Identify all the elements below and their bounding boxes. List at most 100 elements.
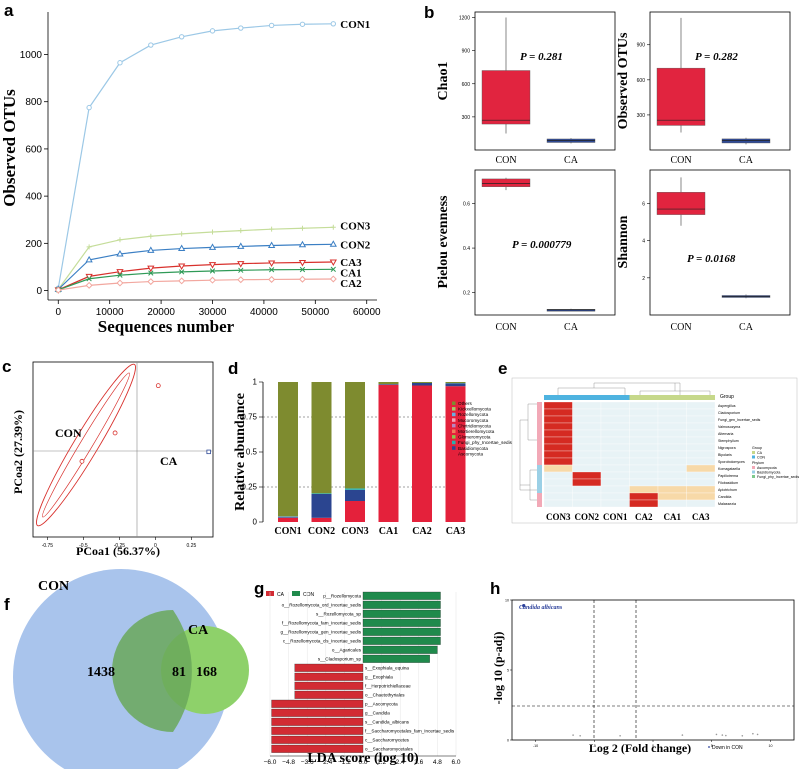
e-row-label: Malassezia (718, 502, 736, 506)
a-point-CA3 (237, 261, 245, 268)
e-cell-Candida-CON3 (543, 492, 573, 501)
e-cell-Stemphylium-CON3 (543, 436, 573, 445)
a-series-line-CA1 (58, 268, 334, 291)
e-legend-phylum: Basidiomycota (757, 471, 780, 475)
h-point (756, 733, 759, 736)
e-cell-Candida-CA1 (657, 492, 687, 501)
d-category-label: CON2 (308, 526, 335, 537)
g-bar-label: o__Chaetothyriales (365, 693, 405, 698)
g-bar-label: s__Exophiala_equina (365, 666, 409, 671)
b-ytick-label: 0.4 (463, 246, 470, 252)
d-bar-CON2-Fungi_phy_Incertae_sedis (311, 493, 332, 494)
e-column-label: CA3 (692, 512, 710, 522)
d-ytick-label: 0 (253, 518, 258, 527)
b-ytick-label: 2 (642, 276, 645, 282)
a-point-CA3 (329, 259, 337, 267)
d-category-label: CON1 (274, 526, 301, 537)
e-cell-Papiliotrema-CA1 (657, 471, 687, 480)
e-cell-Filobasidium-CA2 (629, 478, 659, 487)
b-cat-ca-2: CA (739, 155, 754, 166)
c-point-ca (206, 449, 211, 455)
e-row-dendrogram (519, 403, 540, 501)
d-bar-CON3-Basidiomycota (345, 489, 365, 501)
g-bar-g__Rozellomycota_gen_Incertae_sedis (362, 627, 441, 636)
e-cell-Stemphylium-CA2 (629, 436, 659, 445)
d-legend-swatch (452, 440, 456, 445)
e-cell-Sporobolomyces-CA1 (657, 457, 687, 466)
g-bar-label: f__Saccharomycetales_fam_Incertae_sedis (365, 729, 455, 734)
d-bar-CA2-Others (412, 382, 432, 383)
h-point (721, 734, 724, 736)
a-point-CON3 (269, 226, 275, 232)
e-cell-Candida-CA3 (686, 492, 716, 501)
e-cell-Malassezia-CA3 (686, 499, 716, 508)
g-bar-label: f__Herpotrichiellaceae (365, 684, 411, 689)
d-bar-CON1-Basidiomycota (278, 517, 298, 518)
e-cell-Malassezia-CON1 (600, 499, 630, 508)
e-phylum-cell (537, 416, 542, 423)
d-bar-CON3-Fungi_phy_Incertae_sedis (345, 488, 365, 490)
e-cell-Papiliotrema-CA2 (629, 471, 659, 480)
d-ytick-label: 0.25 (241, 483, 257, 492)
b-box-CON (656, 192, 706, 215)
g-bar-label: g__Exophiala (365, 675, 393, 680)
panel-label-a: a (4, 1, 14, 20)
g-legend-swatch-con (292, 591, 300, 596)
b-pvalue-shannon: P = 0.0168 (687, 253, 736, 265)
e-cell-Aspergillus-CON1 (600, 401, 630, 410)
e-cell-Alternaria-CA1 (657, 429, 687, 438)
e-cell-Komagataella-CA1 (657, 464, 687, 473)
g-bar-f__Herpotrichiellaceae (294, 681, 364, 690)
e-col-dendrogram (557, 382, 711, 396)
e-cell-Bipolaris-CA2 (629, 450, 659, 459)
e-cell-Alternaria-CA2 (629, 429, 659, 438)
h-highlight-label: Candida albicans (519, 605, 563, 611)
a-point-CON1 (148, 42, 154, 48)
c-xlabel: PCoa1 (56.37%) (76, 544, 160, 558)
e-group-cell-CON2 (572, 395, 601, 400)
g-bar-s__Candida_albicans (271, 717, 364, 726)
h-point (715, 733, 718, 736)
b-ylabel-shannon: Shannon (616, 215, 631, 268)
d-bar-CON2-Ascomycota (311, 517, 332, 522)
g-xtick-label: −3.6 (301, 759, 314, 766)
b-pvalue-chao1: P = 0.281 (520, 51, 563, 63)
b-frame-pielou (474, 169, 616, 316)
b-cat-con-4: CON (670, 322, 691, 333)
h-point (579, 735, 581, 737)
a-point-CON3 (117, 237, 123, 243)
a-point-CA3 (267, 260, 276, 267)
d-legend-label: Ascomycota (458, 451, 483, 456)
g-legend-con: CON (303, 592, 315, 598)
b-cat-con-1: CON (495, 155, 516, 166)
a-point-CA2 (178, 277, 186, 285)
e-cell-Fungi_gen_Incertae_sedis-CA3 (686, 415, 716, 424)
e-cell-Bipolaris-CA3 (686, 450, 716, 459)
d-legend-swatch (452, 429, 456, 433)
a-point-CA1 (330, 266, 336, 272)
a-xtick-label: 30000 (199, 307, 227, 318)
e-row-label: Aspergillus (718, 404, 736, 408)
b-ytick-label: 4 (642, 239, 645, 245)
e-cell-Stemphylium-CON1 (600, 436, 630, 445)
d-bar-CON1-Rozellomycota (278, 516, 298, 518)
e-row-label: Alternaria (718, 432, 733, 436)
g-bar-label: p__Ascomycota (365, 702, 398, 707)
panel-label-b: b (424, 3, 434, 22)
b-cat-con-2: CON (670, 155, 691, 166)
a-point-CON2 (267, 241, 276, 248)
e-cell-Filobasidium-CA1 (657, 478, 687, 487)
h-point (572, 734, 574, 736)
d-legend-swatch (452, 401, 456, 405)
e-cell-Komagataella-CA3 (686, 464, 716, 473)
e-group-cell-CA2 (629, 395, 658, 400)
panel-d-stacked-bars: Relative abundance 0 0.25 0.5 0.75 1 CON1 CON… (233, 378, 513, 538)
f-label-con: CON (38, 579, 69, 594)
e-column-label: CON1 (603, 512, 628, 522)
e-group-row-label: Group (720, 394, 734, 400)
h-ytick-label: 0 (507, 739, 509, 743)
e-cell-Apiotrichum-CON3 (543, 485, 573, 494)
a-point-CA1 (299, 266, 306, 273)
e-phylum-cell (537, 500, 542, 507)
